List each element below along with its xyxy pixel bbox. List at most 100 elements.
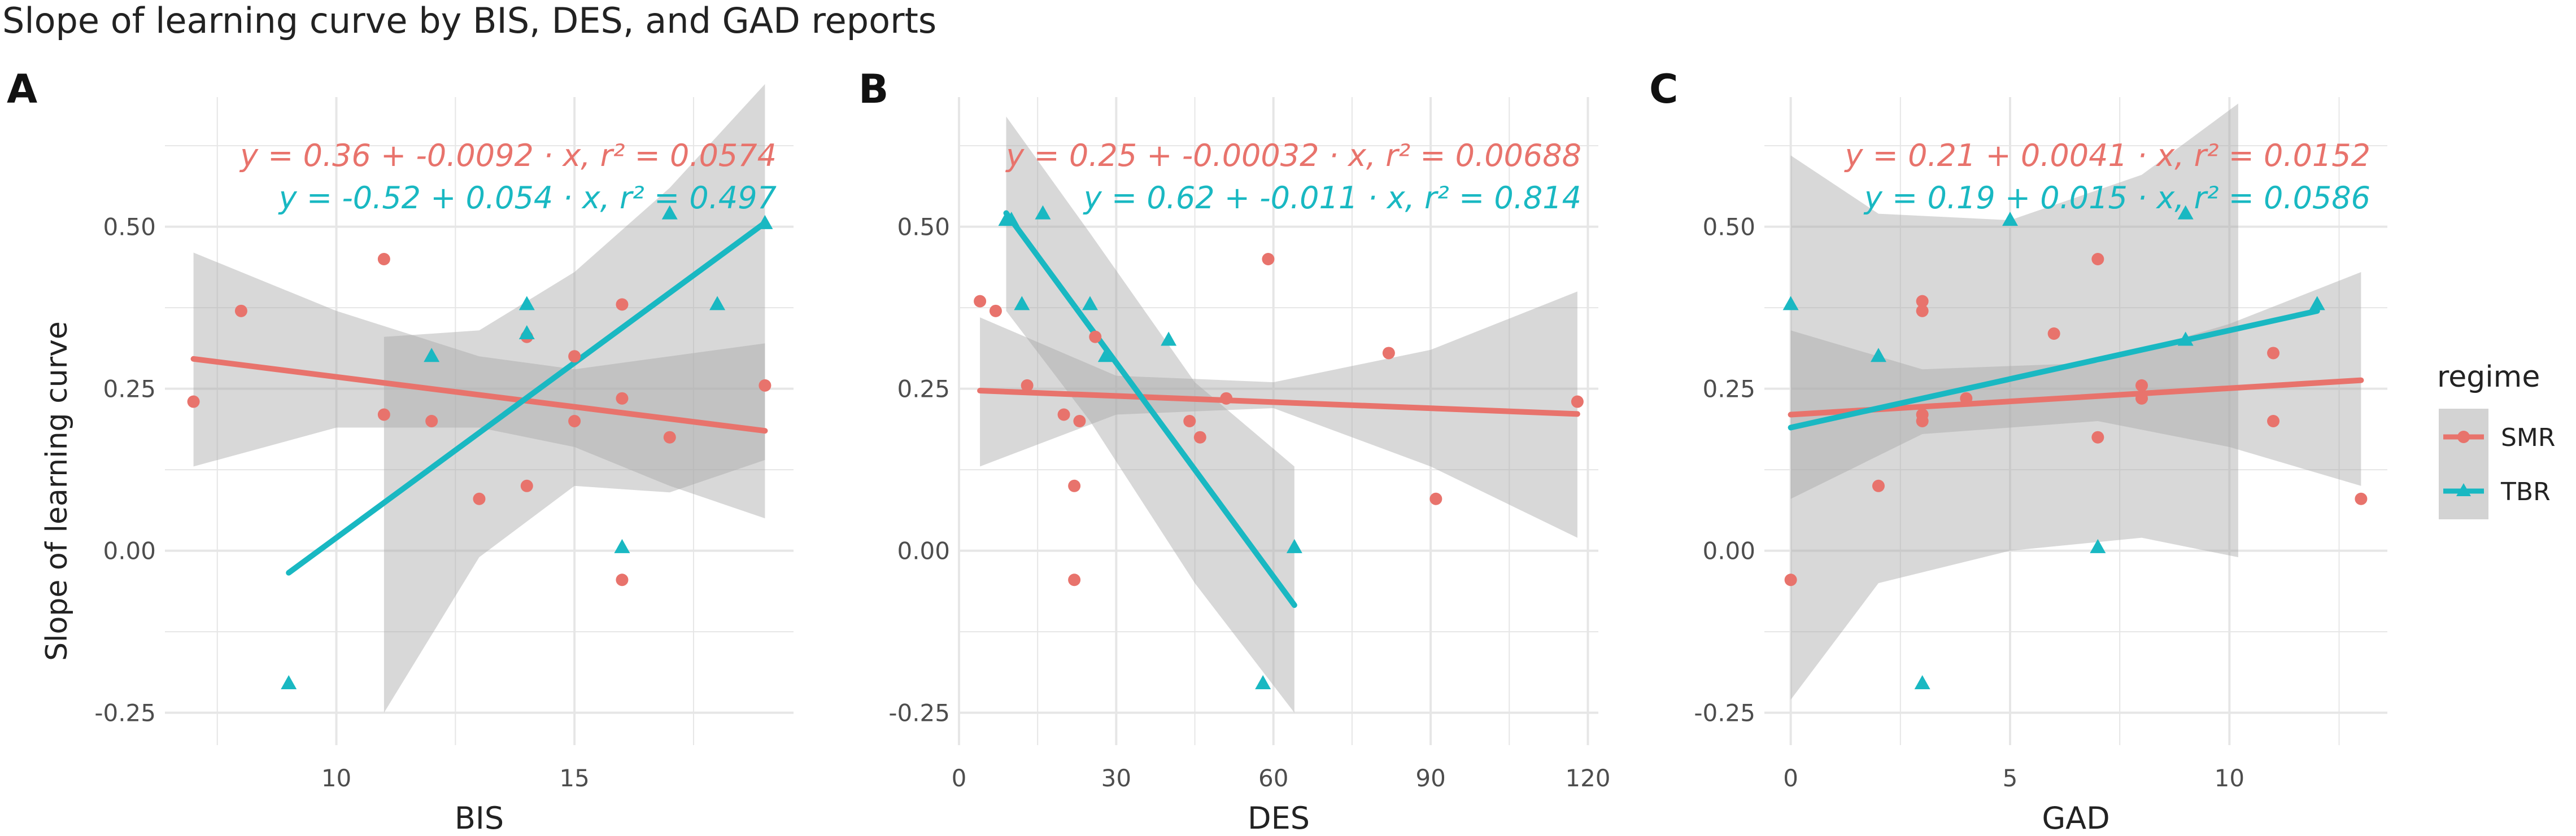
point-smr bbox=[1262, 253, 1275, 265]
point-tbr bbox=[518, 296, 535, 310]
x-tick-label: 10 bbox=[2215, 764, 2244, 792]
point-tbr bbox=[1097, 348, 1114, 362]
confidence-band-smr bbox=[980, 291, 1577, 538]
x-tick-label: 0 bbox=[952, 764, 967, 792]
regression-equation-smr: y = 0.36 + -0.0092 · x, r² = 0.0574 bbox=[239, 138, 777, 173]
point-smr bbox=[663, 431, 676, 444]
point-tbr bbox=[2090, 539, 2106, 553]
point-smr bbox=[1183, 415, 1196, 427]
point-smr bbox=[377, 408, 390, 421]
point-tbr bbox=[1870, 348, 1886, 362]
point-smr bbox=[1382, 347, 1395, 360]
x-tick-label: 10 bbox=[321, 764, 351, 792]
point-tbr bbox=[2177, 331, 2194, 346]
point-smr bbox=[989, 304, 1002, 317]
x-axis-label: DES bbox=[1248, 800, 1310, 836]
point-tbr bbox=[1914, 675, 1930, 689]
fit-line-tbr bbox=[1003, 210, 1297, 609]
x-tick-label: 120 bbox=[1565, 764, 1610, 792]
y-tick-label: 0.00 bbox=[1702, 537, 1755, 565]
point-smr bbox=[1068, 574, 1081, 586]
point-smr bbox=[1960, 392, 1973, 405]
point-tbr bbox=[518, 325, 535, 340]
x-tick-label: 60 bbox=[1258, 764, 1288, 792]
point-tbr bbox=[1286, 539, 1302, 553]
point-smr bbox=[473, 492, 486, 505]
point-smr bbox=[2135, 392, 2148, 405]
point-smr bbox=[187, 395, 200, 408]
gridlines bbox=[958, 97, 1598, 745]
point-smr bbox=[616, 298, 629, 311]
point-tbr bbox=[2177, 205, 2194, 220]
point-tbr bbox=[424, 348, 440, 362]
x-axis-label: BIS bbox=[455, 800, 504, 836]
point-smr bbox=[1220, 392, 1233, 405]
y-tick-label: -0.25 bbox=[94, 699, 156, 727]
y-tick-label: 0.25 bbox=[1702, 375, 1755, 403]
confidence-band-tbr bbox=[1006, 116, 1294, 713]
point-smr bbox=[2267, 415, 2280, 427]
panel-label: B bbox=[858, 66, 888, 112]
point-smr bbox=[234, 304, 247, 317]
point-smr bbox=[1429, 492, 1442, 505]
point-tbr bbox=[1782, 296, 1799, 310]
point-smr bbox=[1089, 330, 1102, 343]
point-smr bbox=[1193, 431, 1206, 444]
point-smr bbox=[568, 350, 581, 363]
y-tick-label: -0.25 bbox=[1694, 699, 1755, 727]
fit-line-smr bbox=[977, 388, 1580, 417]
y-tick-label: 0.50 bbox=[103, 213, 156, 241]
y-tick-label: -0.25 bbox=[888, 699, 950, 727]
fit-line-tbr bbox=[286, 220, 768, 576]
point-tbr bbox=[281, 675, 297, 689]
point-smr bbox=[1068, 479, 1081, 492]
y-tick-label: 0.25 bbox=[897, 375, 950, 403]
point-smr bbox=[1073, 415, 1086, 427]
y-tick-label: 0.25 bbox=[103, 375, 156, 403]
point-tbr bbox=[2002, 212, 2018, 226]
point-smr bbox=[2267, 347, 2280, 360]
x-axis-label: GAD bbox=[2042, 800, 2109, 836]
point-tbr bbox=[614, 539, 630, 553]
legend-label-tbr: TBR bbox=[2500, 478, 2551, 506]
legend-smr-circle-icon bbox=[2457, 431, 2470, 443]
point-smr bbox=[2135, 379, 2148, 392]
point-tbr bbox=[661, 205, 678, 220]
point-smr bbox=[1021, 379, 1034, 392]
confidence-band-smr bbox=[193, 252, 765, 519]
point-tbr bbox=[1161, 331, 1177, 346]
regression-equation-tbr: y = 0.62 + -0.011 · x, r² = 0.814 bbox=[1083, 180, 1581, 216]
x-tick-label: 0 bbox=[1783, 764, 1798, 792]
confidence-band-smr bbox=[1790, 272, 2361, 499]
legend: regime SMR TBR bbox=[2437, 360, 2555, 519]
panel-label: C bbox=[1649, 66, 1678, 112]
y-axis-label: Slope of learning curve bbox=[40, 321, 74, 661]
y-tick-label: 0.00 bbox=[897, 537, 950, 565]
point-smr bbox=[2091, 253, 2104, 265]
gridlines bbox=[1764, 97, 2387, 745]
point-tbr bbox=[1035, 205, 1051, 220]
point-smr bbox=[425, 415, 438, 427]
x-tick-label: 5 bbox=[2003, 764, 2018, 792]
point-tbr bbox=[1014, 296, 1030, 310]
point-smr bbox=[2091, 431, 2104, 444]
point-tbr bbox=[1082, 296, 1098, 310]
fit-line-smr bbox=[190, 356, 768, 434]
panel-a: -0.25 0.00 0.25 0.50 10 15 BIS Ay = 0.36 + -0.0… bbox=[7, 66, 794, 836]
point-smr bbox=[377, 253, 390, 265]
point-smr bbox=[1916, 415, 1929, 427]
confidence-band-tbr bbox=[383, 84, 765, 713]
point-tbr bbox=[709, 296, 726, 310]
point-smr bbox=[1571, 395, 1584, 408]
point-smr bbox=[1057, 408, 1070, 421]
fit-line-tbr bbox=[1788, 308, 2320, 431]
point-smr bbox=[616, 392, 629, 405]
regression-equation-tbr: y = -0.52 + 0.054 · x, r² = 0.497 bbox=[278, 180, 777, 216]
y-tick-label: 0.50 bbox=[1702, 213, 1755, 241]
legend-label-smr: SMR bbox=[2501, 423, 2555, 452]
point-smr bbox=[1916, 304, 1929, 317]
point-smr bbox=[974, 295, 987, 308]
panel-c: -0.25 0.00 0.25 0.50 0 5 10 GAD Cy = 0.21 + 0.00… bbox=[1649, 66, 2387, 836]
x-tick-label: 15 bbox=[559, 764, 589, 792]
